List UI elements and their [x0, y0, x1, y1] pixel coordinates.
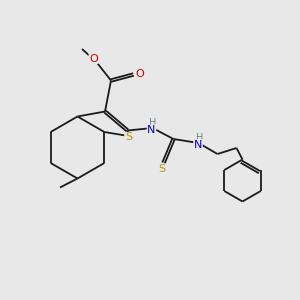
Text: N: N — [194, 140, 202, 149]
Text: O: O — [135, 68, 144, 79]
Text: O: O — [89, 53, 98, 64]
Text: N: N — [147, 125, 156, 135]
Text: H: H — [149, 118, 157, 128]
Text: H: H — [196, 133, 204, 142]
Text: S: S — [125, 133, 132, 142]
Text: S: S — [158, 164, 166, 174]
